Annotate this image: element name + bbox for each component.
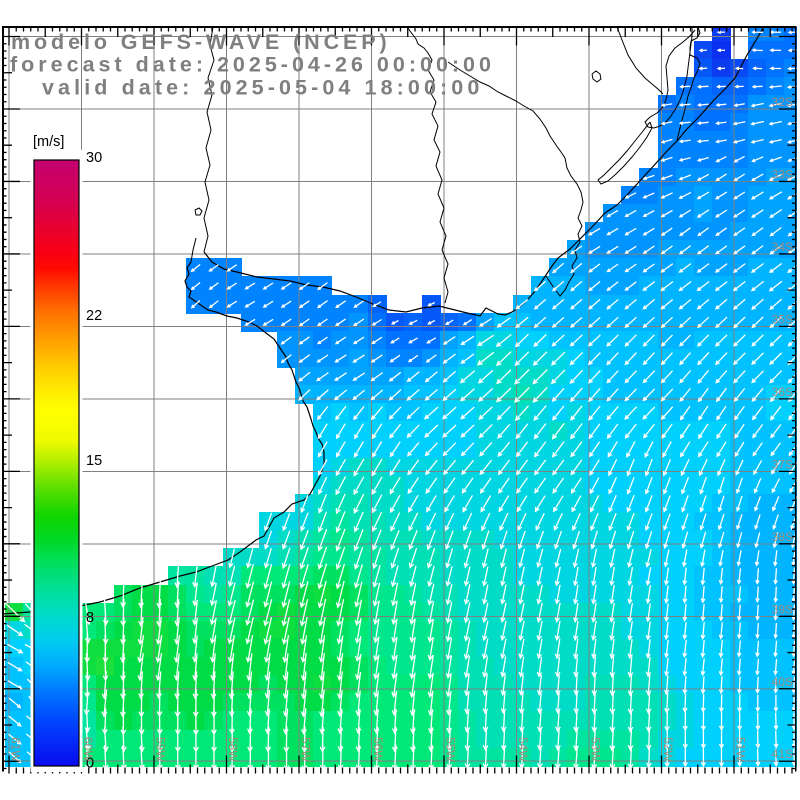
svg-text:34S: 34S bbox=[772, 240, 793, 254]
svg-text:52W: 52W bbox=[661, 737, 675, 762]
svg-text:41S: 41S bbox=[772, 747, 793, 761]
svg-text:8: 8 bbox=[86, 610, 94, 626]
svg-text:35S: 35S bbox=[772, 312, 793, 326]
svg-text:22: 22 bbox=[86, 308, 102, 324]
svg-text:59W: 59W bbox=[154, 737, 168, 762]
svg-text:61W: 61W bbox=[9, 737, 23, 762]
svg-text:37S: 37S bbox=[772, 457, 793, 471]
svg-text:51W: 51W bbox=[734, 737, 748, 762]
svg-text:56W: 56W bbox=[371, 737, 385, 762]
svg-text:36S: 36S bbox=[772, 385, 793, 399]
svg-text:valid date: 2025-05-04 18:00:0: valid date: 2025-05-04 18:00:00 bbox=[42, 76, 483, 100]
svg-text:32S: 32S bbox=[772, 95, 793, 109]
svg-text:55W: 55W bbox=[444, 737, 458, 762]
svg-text:0: 0 bbox=[86, 756, 94, 772]
svg-text:58W: 58W bbox=[226, 737, 240, 762]
svg-text:15: 15 bbox=[86, 453, 102, 469]
svg-text:33S: 33S bbox=[772, 167, 793, 181]
svg-text:forecast date: 2025-04-26 00:0: forecast date: 2025-04-26 00:00:00 bbox=[10, 53, 495, 77]
svg-text:57W: 57W bbox=[299, 737, 313, 762]
svg-text:60W: 60W bbox=[81, 737, 95, 762]
svg-text:54W: 54W bbox=[516, 737, 530, 762]
svg-text:40S: 40S bbox=[772, 675, 793, 689]
svg-text:[m/s]: [m/s] bbox=[33, 134, 64, 150]
svg-text:39S: 39S bbox=[772, 602, 793, 616]
svg-text:modelo GEFS-WAVE (NCEP): modelo GEFS-WAVE (NCEP) bbox=[11, 30, 391, 54]
svg-text:30: 30 bbox=[86, 150, 102, 166]
svg-text:38S: 38S bbox=[772, 530, 793, 544]
svg-text:53W: 53W bbox=[589, 737, 603, 762]
